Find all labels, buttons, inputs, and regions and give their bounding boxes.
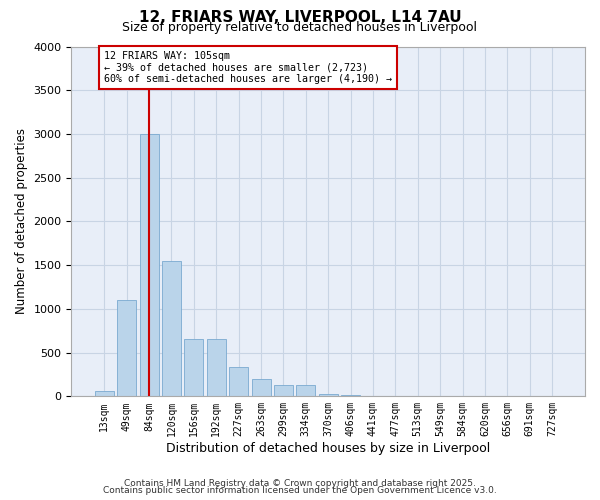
X-axis label: Distribution of detached houses by size in Liverpool: Distribution of detached houses by size … [166,442,490,455]
Bar [140,134,158,396]
Bar [274,385,293,396]
Bar [229,366,248,396]
Y-axis label: Number of detached properties: Number of detached properties [15,128,28,314]
Text: Contains HM Land Registry data © Crown copyright and database right 2025.: Contains HM Land Registry data © Crown c… [124,478,476,488]
Bar [251,379,271,396]
Text: Size of property relative to detached houses in Liverpool: Size of property relative to detached ho… [122,21,478,34]
Bar [117,300,136,396]
Text: 12, FRIARS WAY, LIVERPOOL, L14 7AU: 12, FRIARS WAY, LIVERPOOL, L14 7AU [139,10,461,25]
Bar [319,394,338,396]
Bar [95,391,114,396]
Bar [296,385,316,396]
Text: Contains public sector information licensed under the Open Government Licence v3: Contains public sector information licen… [103,486,497,495]
Bar [341,394,360,396]
Bar [162,261,181,396]
Text: 12 FRIARS WAY: 105sqm
← 39% of detached houses are smaller (2,723)
60% of semi-d: 12 FRIARS WAY: 105sqm ← 39% of detached … [104,51,392,84]
Bar [184,340,203,396]
Bar [207,340,226,396]
